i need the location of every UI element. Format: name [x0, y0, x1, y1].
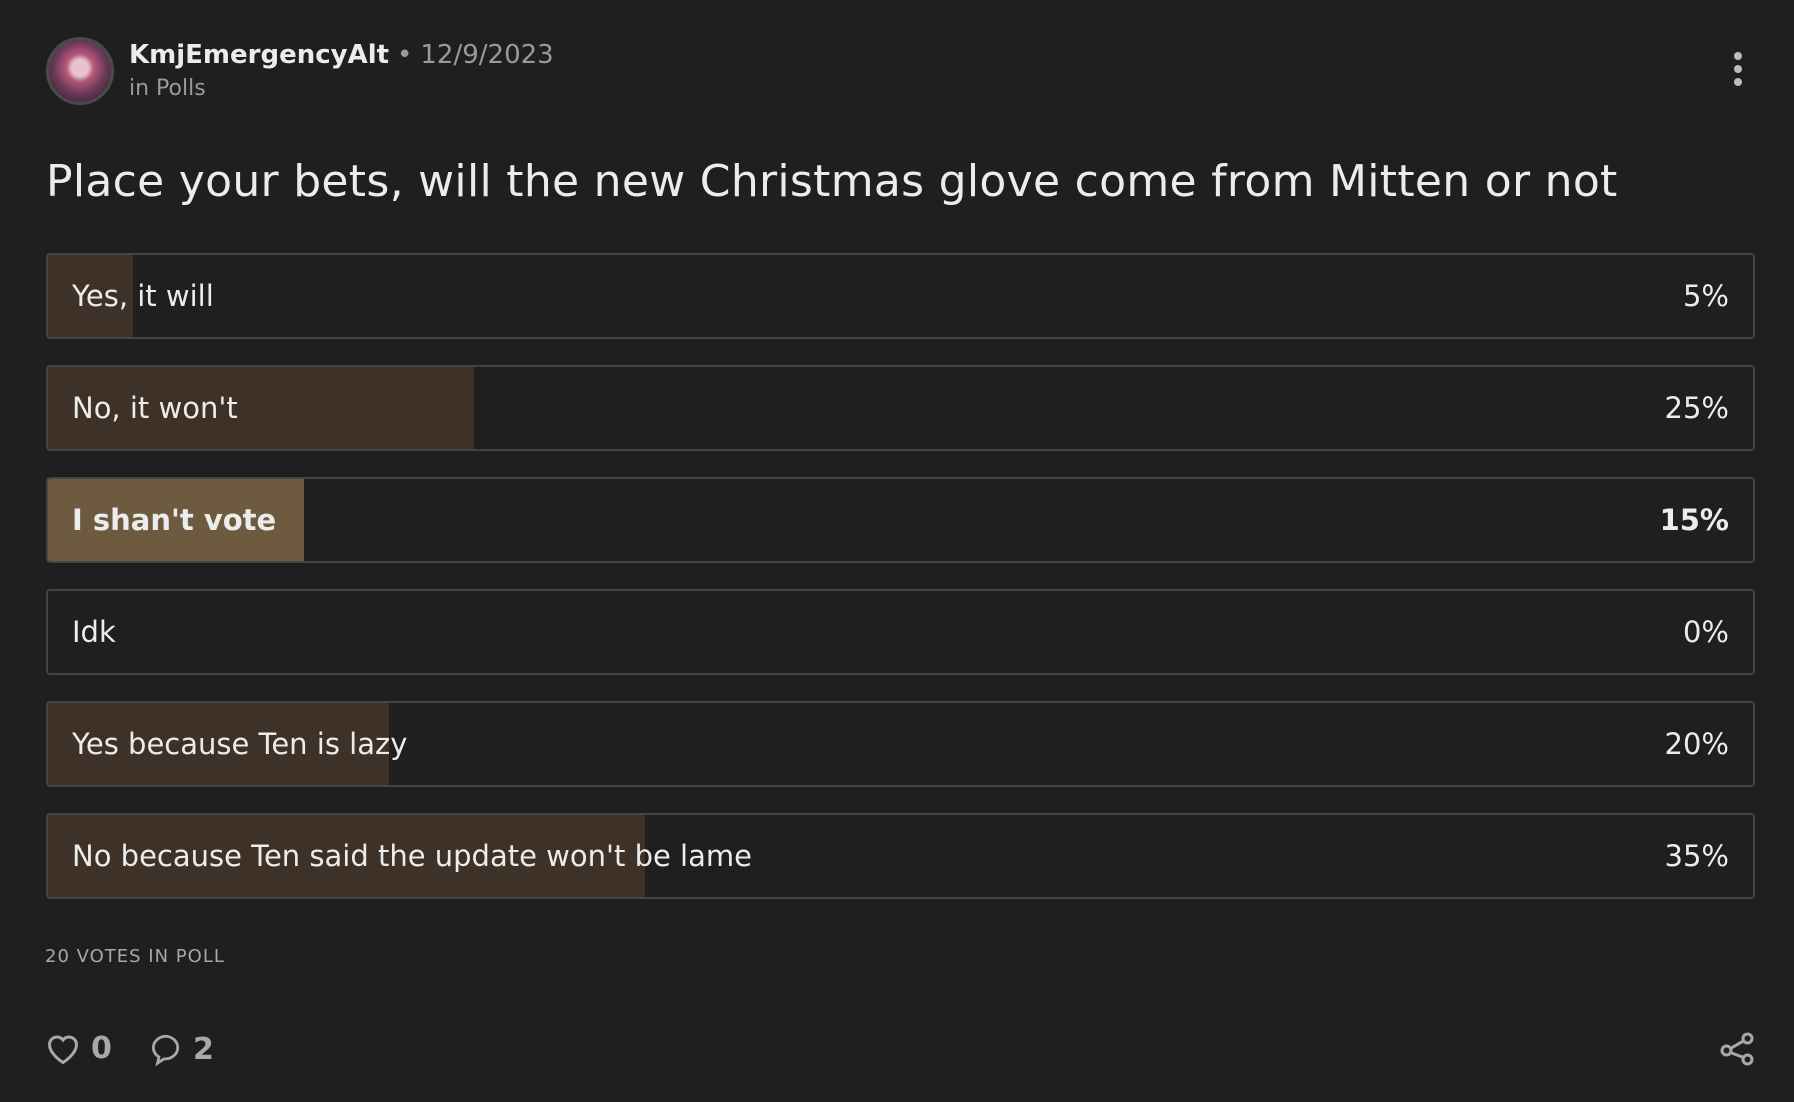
share-icon [1720, 1032, 1754, 1066]
poll-option[interactable]: No, it won't 25% [46, 365, 1755, 451]
poll-option[interactable]: Yes, it will 5% [46, 253, 1755, 339]
poll-option-label: No, it won't [72, 391, 238, 425]
comment-button[interactable]: 2 [149, 1031, 214, 1067]
poll-option-percent: 20% [1664, 727, 1729, 761]
poll-option-label: Idk [72, 615, 116, 649]
poll-option-fill [48, 479, 304, 561]
post-title: Place your bets, will the new Christmas … [46, 156, 1618, 207]
vote-count: 20 VOTES IN POLL [45, 946, 225, 967]
poll-option-percent: 15% [1659, 503, 1729, 537]
poll-option-label: No because Ten said the update won't be … [72, 839, 752, 873]
separator: • [397, 40, 413, 70]
post-category[interactable]: in Polls [129, 76, 206, 101]
comment-icon [151, 1034, 180, 1067]
like-count: 0 [91, 1031, 112, 1066]
poll-option[interactable]: Idk 0% [46, 589, 1755, 675]
poll-option-label: Yes, it will [72, 279, 214, 313]
poll-option-percent: 35% [1664, 839, 1729, 873]
share-button[interactable] [1718, 1031, 1756, 1067]
poll-option-fill [48, 255, 134, 337]
poll-option-fill [48, 703, 389, 785]
author-name[interactable]: KmjEmergencyAlt [129, 40, 390, 70]
avatar[interactable] [46, 37, 114, 105]
poll-option-fill [48, 367, 475, 449]
poll-option[interactable]: I shan't vote 15% [46, 477, 1755, 563]
poll-option-percent: 25% [1664, 391, 1729, 425]
comment-count: 2 [193, 1031, 214, 1067]
poll-option-label: I shan't vote [72, 503, 277, 537]
post-date: 12/9/2023 [420, 40, 554, 70]
poll-option[interactable]: Yes because Ten is lazy 20% [46, 701, 1755, 787]
poll-option-percent: 5% [1682, 279, 1729, 313]
poll-option-percent: 0% [1682, 615, 1729, 649]
poll-option-fill [48, 815, 645, 897]
like-button[interactable]: 0 [45, 1031, 112, 1066]
post-meta: KmjEmergencyAlt • 12/9/2023 [129, 40, 554, 70]
poll-option[interactable]: No because Ten said the update won't be … [46, 813, 1755, 899]
poll-option-label: Yes because Ten is lazy [72, 727, 408, 761]
more-options-icon[interactable] [1728, 52, 1748, 92]
heart-icon [47, 1035, 79, 1064]
